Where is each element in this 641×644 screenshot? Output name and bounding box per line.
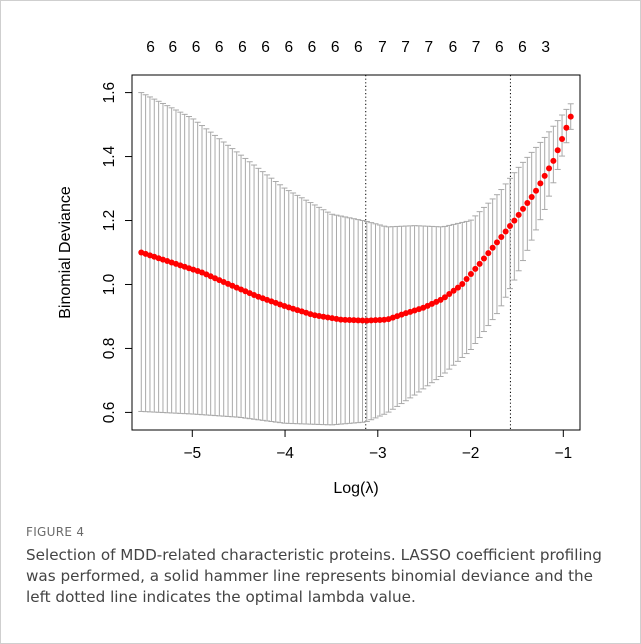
top-count-label: 6 <box>261 39 270 56</box>
deviance-point <box>454 284 461 291</box>
deviance-point <box>480 255 487 262</box>
top-count-label: 6 <box>495 39 504 56</box>
top-count-label: 7 <box>472 39 481 56</box>
x-tick-label: −5 <box>183 445 201 462</box>
deviance-point <box>559 136 566 143</box>
deviance-point <box>450 287 457 294</box>
top-count-label: 6 <box>168 39 177 56</box>
deviance-point <box>350 317 357 324</box>
x-axis-title: Log(λ) <box>333 480 378 497</box>
deviance-point <box>472 265 479 272</box>
deviance-point <box>550 157 557 164</box>
top-count-label: 6 <box>354 39 363 56</box>
top-count-label: 7 <box>378 39 387 56</box>
y-tick-label: 1.6 <box>101 82 118 104</box>
top-count-label: 6 <box>518 39 527 56</box>
deviance-point <box>376 316 383 323</box>
y-tick-label: 0.6 <box>101 402 118 424</box>
top-count-label: 6 <box>331 39 340 56</box>
deviance-point <box>467 270 474 277</box>
deviance-point <box>342 316 349 323</box>
top-count-label: 6 <box>146 39 155 56</box>
deviance-point <box>489 244 496 251</box>
x-tick-label: −3 <box>369 445 387 462</box>
deviance-point <box>459 280 466 287</box>
deviance-point <box>346 316 353 323</box>
y-tick-label: 0.8 <box>101 338 118 360</box>
y-tick-label: 1.2 <box>101 210 118 232</box>
y-tick-label: 1.4 <box>101 145 118 167</box>
deviance-point <box>563 124 570 131</box>
plot-box <box>131 74 581 431</box>
deviance-point <box>498 233 505 240</box>
deviance-point <box>502 228 509 235</box>
deviance-point <box>372 317 379 324</box>
top-count-label: 3 <box>541 39 550 56</box>
lasso-cv-plot: −5 −4 −3 −2 −10.60.81.01.21.41.66 6 6 6 6 6 6 6 6 6 7 7… <box>57 39 581 497</box>
deviance-point <box>554 147 561 154</box>
top-count-label: 6 <box>192 39 201 56</box>
deviance-point <box>485 250 492 257</box>
top-count-label: 6 <box>238 39 247 56</box>
deviance-point <box>506 223 513 230</box>
top-count-label: 6 <box>215 39 224 56</box>
figure-caption: Selection of MDD-related characteristic … <box>26 546 602 606</box>
deviance-point <box>355 317 362 324</box>
deviance-point <box>515 211 522 218</box>
deviance-point <box>541 172 548 179</box>
deviance-point <box>511 217 518 224</box>
deviance-point <box>524 199 531 206</box>
deviance-point <box>446 291 453 298</box>
deviance-point <box>437 296 444 303</box>
y-tick-label: 1.0 <box>101 273 118 295</box>
deviance-point <box>520 205 527 212</box>
x-tick-label: −4 <box>276 445 294 462</box>
top-count-label: 6 <box>284 39 293 56</box>
deviance-point <box>337 316 344 323</box>
top-count-label: 7 <box>424 39 433 56</box>
deviance-point <box>493 239 500 246</box>
top-count-label: 7 <box>401 39 410 56</box>
deviance-point <box>533 187 540 194</box>
deviance-point <box>441 294 448 301</box>
x-tick-label: −1 <box>554 445 572 462</box>
figure-label: FIGURE 4 <box>26 525 85 539</box>
deviance-point <box>537 180 544 187</box>
deviance-point <box>359 317 366 324</box>
deviance-point <box>463 275 470 282</box>
deviance-point <box>546 165 553 172</box>
deviance-point <box>363 317 370 324</box>
x-tick-label: −2 <box>462 445 480 462</box>
deviance-point <box>567 113 574 120</box>
deviance-point <box>528 193 535 200</box>
top-count-label: 6 <box>449 39 458 56</box>
y-axis-title: Binomial Deviance <box>57 186 74 319</box>
deviance-point <box>368 317 375 324</box>
top-count-label: 6 <box>308 39 317 56</box>
deviance-point <box>476 260 483 267</box>
